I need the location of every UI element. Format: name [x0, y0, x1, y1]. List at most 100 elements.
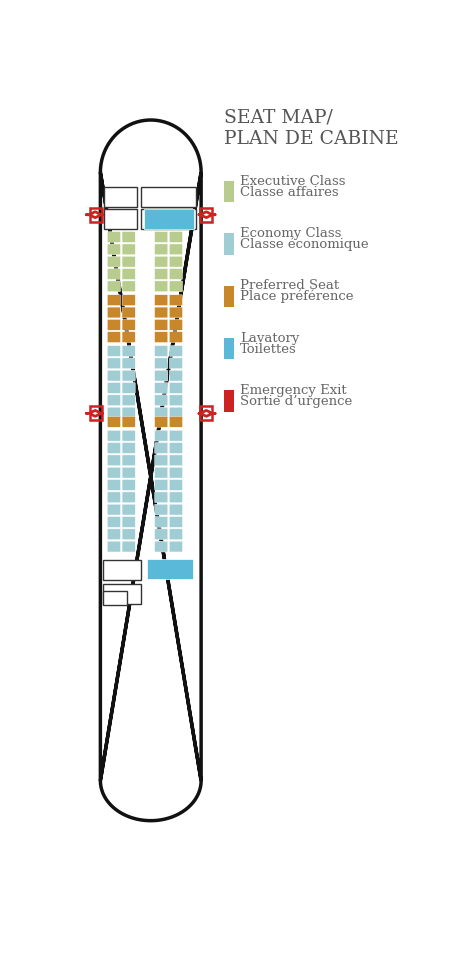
FancyBboxPatch shape	[122, 394, 135, 406]
Text: Emergency Exit: Emergency Exit	[240, 384, 346, 397]
FancyBboxPatch shape	[122, 455, 135, 466]
FancyBboxPatch shape	[170, 308, 182, 318]
FancyBboxPatch shape	[107, 407, 121, 418]
Text: Toilettes: Toilettes	[240, 343, 297, 355]
FancyBboxPatch shape	[122, 319, 135, 330]
FancyBboxPatch shape	[122, 431, 135, 441]
FancyBboxPatch shape	[107, 331, 121, 343]
FancyBboxPatch shape	[170, 467, 182, 478]
FancyBboxPatch shape	[122, 467, 135, 478]
FancyBboxPatch shape	[107, 281, 121, 291]
Bar	[104, 187, 137, 207]
Bar	[90, 407, 102, 420]
FancyBboxPatch shape	[107, 541, 121, 552]
FancyBboxPatch shape	[155, 416, 168, 427]
FancyBboxPatch shape	[122, 244, 135, 255]
FancyBboxPatch shape	[122, 346, 135, 356]
FancyBboxPatch shape	[170, 371, 182, 381]
FancyBboxPatch shape	[107, 504, 121, 515]
FancyBboxPatch shape	[155, 492, 168, 502]
FancyBboxPatch shape	[155, 455, 168, 466]
Bar	[140, 209, 196, 229]
FancyBboxPatch shape	[170, 541, 182, 552]
FancyBboxPatch shape	[155, 319, 168, 330]
FancyBboxPatch shape	[122, 529, 135, 540]
FancyBboxPatch shape	[122, 371, 135, 381]
Text: Classe affaires: Classe affaires	[240, 185, 339, 199]
FancyBboxPatch shape	[170, 358, 182, 369]
FancyBboxPatch shape	[170, 281, 182, 291]
FancyBboxPatch shape	[107, 479, 121, 490]
FancyBboxPatch shape	[155, 358, 168, 369]
Polygon shape	[100, 120, 201, 820]
FancyBboxPatch shape	[155, 281, 168, 291]
FancyBboxPatch shape	[155, 295, 168, 306]
Bar	[144, 209, 194, 229]
FancyBboxPatch shape	[155, 331, 168, 343]
FancyBboxPatch shape	[122, 281, 135, 291]
FancyBboxPatch shape	[155, 394, 168, 406]
Bar	[103, 591, 127, 605]
FancyBboxPatch shape	[107, 455, 121, 466]
FancyBboxPatch shape	[170, 383, 182, 393]
Bar	[225, 391, 234, 412]
FancyBboxPatch shape	[122, 541, 135, 552]
FancyBboxPatch shape	[122, 492, 135, 502]
FancyBboxPatch shape	[122, 517, 135, 527]
Text: SEAT MAP/: SEAT MAP/	[225, 108, 333, 126]
FancyBboxPatch shape	[155, 479, 168, 490]
Bar	[103, 584, 140, 604]
FancyBboxPatch shape	[107, 492, 121, 502]
Text: Lavatory: Lavatory	[240, 331, 299, 345]
FancyBboxPatch shape	[170, 407, 182, 418]
FancyBboxPatch shape	[155, 371, 168, 381]
FancyBboxPatch shape	[155, 244, 168, 255]
FancyBboxPatch shape	[170, 504, 182, 515]
FancyBboxPatch shape	[155, 308, 168, 318]
FancyBboxPatch shape	[107, 346, 121, 356]
FancyBboxPatch shape	[107, 529, 121, 540]
FancyBboxPatch shape	[122, 308, 135, 318]
FancyBboxPatch shape	[170, 295, 182, 306]
FancyBboxPatch shape	[155, 268, 168, 280]
FancyBboxPatch shape	[170, 517, 182, 527]
FancyBboxPatch shape	[170, 244, 182, 255]
FancyBboxPatch shape	[170, 346, 182, 356]
FancyBboxPatch shape	[155, 442, 168, 454]
FancyBboxPatch shape	[122, 295, 135, 306]
FancyBboxPatch shape	[107, 295, 121, 306]
FancyBboxPatch shape	[170, 492, 182, 502]
FancyBboxPatch shape	[155, 504, 168, 515]
FancyBboxPatch shape	[170, 455, 182, 466]
FancyBboxPatch shape	[170, 319, 182, 330]
FancyBboxPatch shape	[122, 479, 135, 490]
Bar	[104, 209, 137, 229]
FancyBboxPatch shape	[155, 467, 168, 478]
FancyBboxPatch shape	[155, 517, 168, 527]
Text: Preferred Seat: Preferred Seat	[240, 280, 339, 292]
Bar	[200, 407, 212, 420]
FancyBboxPatch shape	[155, 232, 168, 243]
FancyBboxPatch shape	[107, 517, 121, 527]
FancyBboxPatch shape	[155, 541, 168, 552]
Text: Economy Class: Economy Class	[240, 227, 341, 240]
FancyBboxPatch shape	[122, 383, 135, 393]
FancyBboxPatch shape	[170, 416, 182, 427]
FancyBboxPatch shape	[155, 529, 168, 540]
FancyBboxPatch shape	[107, 394, 121, 406]
FancyBboxPatch shape	[122, 407, 135, 418]
FancyBboxPatch shape	[122, 416, 135, 427]
FancyBboxPatch shape	[107, 383, 121, 393]
FancyBboxPatch shape	[170, 529, 182, 540]
FancyBboxPatch shape	[122, 331, 135, 343]
FancyBboxPatch shape	[170, 232, 182, 243]
FancyBboxPatch shape	[107, 244, 121, 255]
Bar	[225, 286, 234, 308]
FancyBboxPatch shape	[122, 358, 135, 369]
FancyBboxPatch shape	[122, 504, 135, 515]
Bar	[225, 338, 234, 359]
FancyBboxPatch shape	[122, 268, 135, 280]
FancyBboxPatch shape	[170, 431, 182, 441]
FancyBboxPatch shape	[170, 442, 182, 454]
FancyBboxPatch shape	[170, 479, 182, 490]
